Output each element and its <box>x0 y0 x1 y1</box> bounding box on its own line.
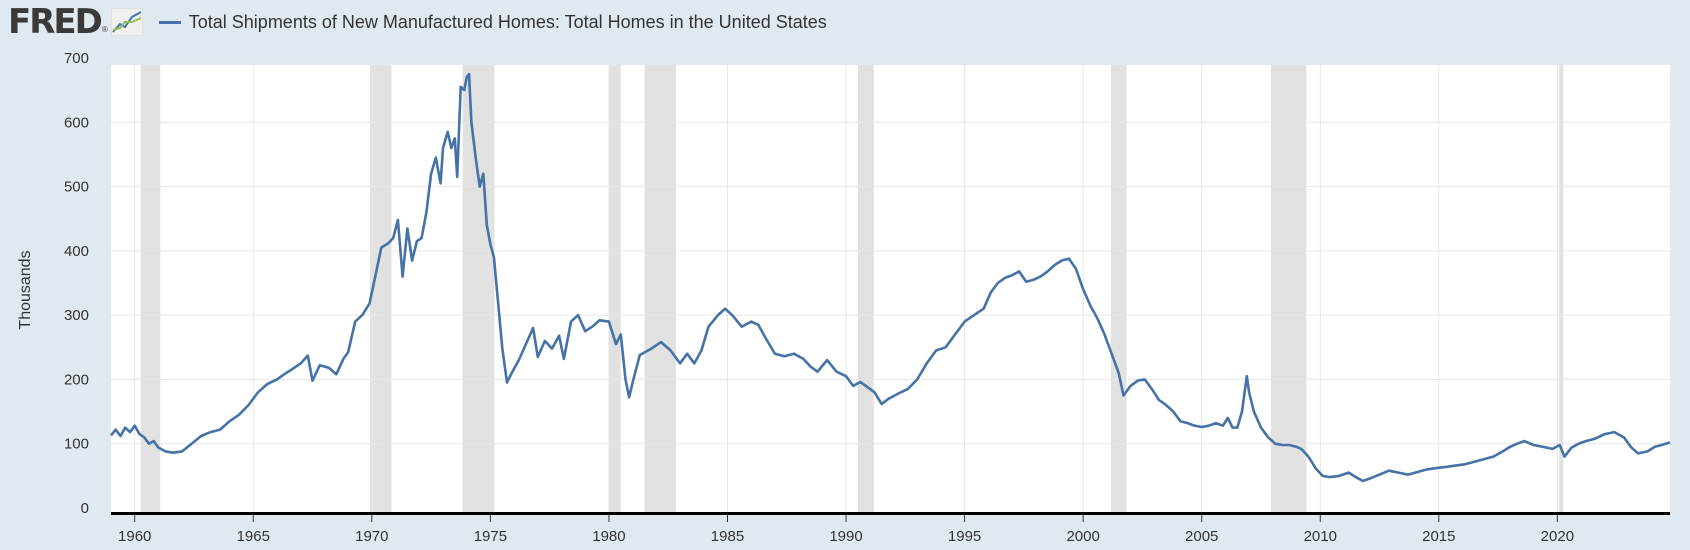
x-tick-label: 1990 <box>829 528 862 545</box>
x-tick-label: 1960 <box>118 528 151 545</box>
x-tick-label: 2015 <box>1422 528 1455 545</box>
y-tick-label: 200 <box>64 371 89 388</box>
y-tick-label: 400 <box>64 243 89 260</box>
x-tick-label: 1965 <box>237 528 270 545</box>
series-line[interactable] <box>109 72 1671 483</box>
recession-band <box>462 65 495 513</box>
x-axis-ticks: 1960 1965 1970 1975 1980 1985 1990 1995 2000 2005… <box>118 514 1574 545</box>
y-tick-label: 500 <box>64 179 89 196</box>
chart-header: FRED ® Total Shipments of New Manufactur… <box>8 4 827 40</box>
x-tick-label: 1975 <box>474 528 507 545</box>
recession-band <box>857 65 874 513</box>
y-tick-label: 300 <box>64 307 89 324</box>
recession-band <box>140 65 161 513</box>
series-title[interactable]: Total Shipments of New Manufactured Home… <box>188 11 827 32</box>
x-tick-label: 2005 <box>1185 528 1218 545</box>
y-tick-label: 100 <box>64 436 89 453</box>
recession-band <box>608 65 621 513</box>
x-tick-label: 2020 <box>1541 528 1574 545</box>
recession-band <box>1270 65 1307 513</box>
y-tick-label: 700 <box>64 50 89 67</box>
y-axis-label: Thousands <box>17 250 34 329</box>
fred-graph-icon <box>110 8 143 36</box>
recession-band <box>1559 65 1564 513</box>
plot-area <box>111 65 1670 513</box>
series-layer <box>109 72 1671 483</box>
x-tick-label: 1985 <box>711 528 744 545</box>
fred-logo[interactable]: FRED <box>8 2 103 42</box>
x-tick-label: 1980 <box>592 528 625 545</box>
recession-band <box>369 65 392 513</box>
x-tick-label: 2000 <box>1066 528 1099 545</box>
recession-band <box>1110 65 1127 513</box>
x-tick-label: 2010 <box>1304 528 1337 545</box>
x-tick-label: 1970 <box>355 528 388 545</box>
recession-bands <box>140 65 1564 513</box>
recession-band <box>644 65 677 513</box>
registered-mark: ® <box>101 25 108 34</box>
y-axis-ticks: 0 100 200 300 400 500 600 700 <box>64 50 89 517</box>
grid-lines <box>111 57 1670 513</box>
legend-swatch <box>158 20 181 24</box>
x-tick-label: 1995 <box>948 528 981 545</box>
y-tick-label: 0 <box>81 500 89 517</box>
y-tick-label: 600 <box>64 114 89 131</box>
